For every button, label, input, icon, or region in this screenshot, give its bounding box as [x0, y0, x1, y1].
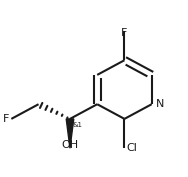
Polygon shape [66, 119, 74, 148]
Text: N: N [155, 99, 164, 109]
Text: &1: &1 [73, 122, 83, 128]
Text: OH: OH [61, 140, 79, 150]
Text: Cl: Cl [127, 143, 137, 153]
Text: F: F [2, 114, 9, 124]
Text: F: F [121, 28, 128, 38]
